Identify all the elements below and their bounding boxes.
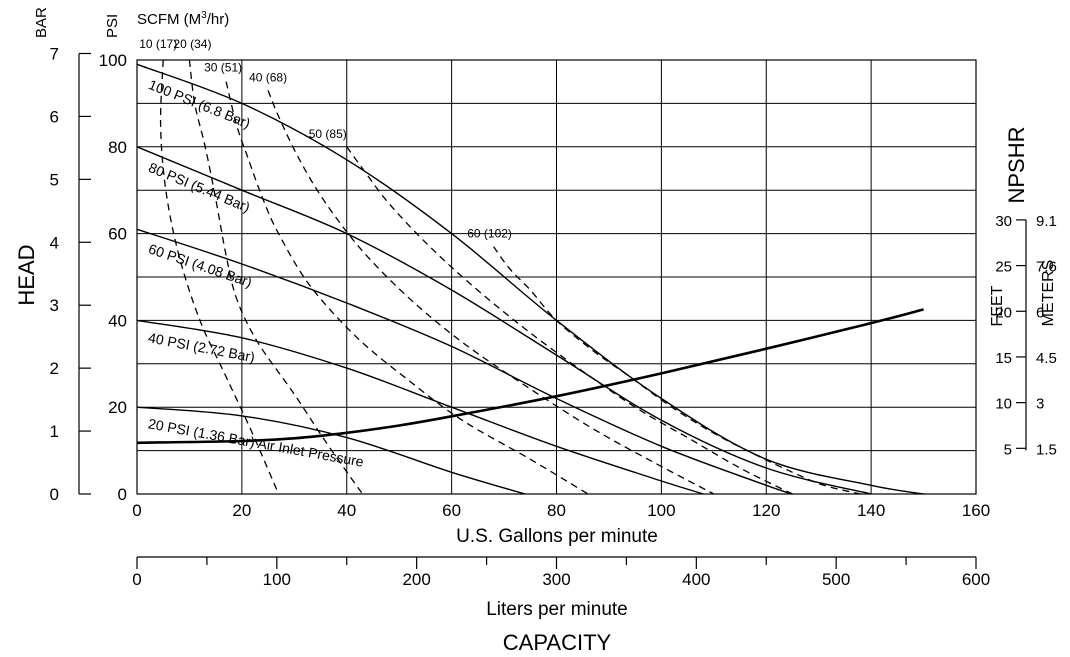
npsh-meter-tick-label: 3 <box>1036 396 1044 413</box>
air-consumption-label: 50 (85) <box>309 127 347 141</box>
x2-axis-label: Liters per minute <box>486 599 628 620</box>
npsh-feet-tick-label: 10 <box>995 396 1012 413</box>
bar-tick-label: 3 <box>50 296 59 315</box>
npshr-axis-label: NPSHR <box>1004 126 1029 203</box>
npsh-feet-label: FEET <box>989 285 1006 326</box>
npsh-feet-tick-label: 15 <box>995 350 1012 367</box>
npsh-meter-tick-label: 6 <box>1036 304 1044 321</box>
bar-tick-label: 5 <box>50 170 59 189</box>
x2-tick-label: 300 <box>542 570 570 589</box>
npsh-meter-tick-label: 9.1 <box>1036 213 1057 230</box>
bar-tick-label: 1 <box>50 422 59 441</box>
air-consumption-curve <box>188 59 364 495</box>
bar-tick-label: 4 <box>50 233 59 252</box>
bar-tick-label: 2 <box>50 359 59 378</box>
psi-tick-label: 20 <box>108 398 127 417</box>
air-consumption-label: 10 (17) <box>139 37 177 51</box>
head-curve <box>136 146 872 495</box>
bar-unit-label: BAR <box>33 7 50 38</box>
npsh-feet-tick-label: 30 <box>995 213 1012 230</box>
plot-frame <box>136 59 977 495</box>
head-curve-layer: 100 PSI (6.8 Bar)80 PSI (5.44 Bar)60 PSI… <box>136 63 924 495</box>
x-tick-label: 140 <box>857 501 885 520</box>
psi-tick-label: 40 <box>108 311 127 330</box>
head-curve-label: 40 PSI (2.72 Bar) <box>147 329 256 365</box>
head-curve-label: 60 PSI (4.08 Bar) <box>147 240 255 290</box>
air-consumption-label: 30 (51) <box>204 61 242 75</box>
x2-tick-label: 0 <box>132 570 141 589</box>
x2-tick-label: 600 <box>962 570 990 589</box>
x-tick-label: 20 <box>232 501 251 520</box>
bar-tick-label: 0 <box>50 485 59 504</box>
x-axis-label: U.S. Gallons per minute <box>456 526 658 547</box>
x-tick-label: 40 <box>337 501 356 520</box>
chart-grid <box>136 59 977 495</box>
npsh-meter-tick-label: 7.6 <box>1036 259 1057 276</box>
air-consumption-curve <box>225 81 589 495</box>
bar-tick-label: 7 <box>50 44 59 63</box>
air-consumption-label: 40 (68) <box>249 70 287 84</box>
x2-tick-label: 100 <box>263 570 291 589</box>
x-tick-label: 160 <box>962 501 990 520</box>
npshr-curve-layer <box>136 308 924 445</box>
x2-tick-label: 200 <box>402 570 430 589</box>
npsh-meter-tick-label: 1.5 <box>1036 441 1057 458</box>
psi-tick-label: 60 <box>108 225 127 244</box>
npsh-meters-label: METERS <box>1040 260 1057 327</box>
x-tick-label: 120 <box>752 501 780 520</box>
head-curve <box>136 63 924 495</box>
air-consumption-layer: 10 (17)20 (34) 30 (51) 40 (68) 50 (85) 60 (1… <box>139 37 861 495</box>
air-consumption-curve <box>267 90 715 495</box>
npsh-feet-tick-label: 20 <box>995 304 1012 321</box>
head-curve <box>136 319 704 495</box>
psi-tick-label: 0 <box>118 485 127 504</box>
psi-tick-label: 80 <box>108 138 127 157</box>
air-consumption-label: 20 (34) <box>173 37 211 51</box>
npshr-curve <box>136 308 924 445</box>
x2-tick-label: 500 <box>822 570 850 589</box>
psi-unit-label: PSI <box>104 14 121 38</box>
npsh-feet-tick-label: 25 <box>995 259 1012 276</box>
capacity-label: CAPACITY <box>503 630 612 655</box>
x-tick-label: 60 <box>442 501 461 520</box>
x-tick-label: 100 <box>647 501 675 520</box>
scfm-unit-label: SCFM (M3/hr) <box>137 10 229 28</box>
air-consumption-curve <box>159 59 280 495</box>
npsh-feet-tick-label: 5 <box>1004 441 1012 458</box>
x-tick-label: 80 <box>547 501 566 520</box>
x-tick-label: 0 <box>132 501 141 520</box>
head-curve-label: 80 PSI (5.44 Bar) <box>146 159 252 215</box>
air-consumption-label: 60 (102) <box>467 227 512 241</box>
head-curve <box>136 228 793 495</box>
air-consumption-curve <box>493 246 861 495</box>
bar-tick-label: 6 <box>50 107 59 126</box>
head-curve <box>136 406 526 495</box>
npsh-meter-tick-label: 4.5 <box>1036 350 1057 367</box>
x2-tick-label: 400 <box>682 570 710 589</box>
psi-tick-label: 100 <box>99 51 127 70</box>
head-axis-label: HEAD <box>14 244 39 305</box>
